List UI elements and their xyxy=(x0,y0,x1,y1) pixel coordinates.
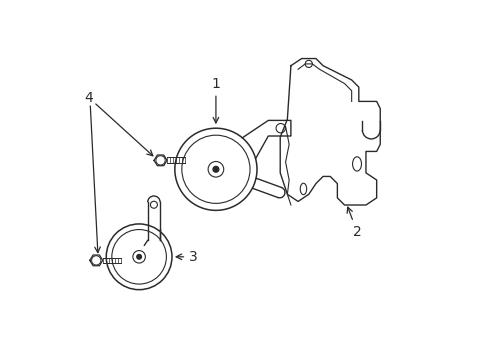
Text: 4: 4 xyxy=(84,91,93,105)
Circle shape xyxy=(213,166,218,172)
Text: 2: 2 xyxy=(346,207,361,239)
Circle shape xyxy=(106,224,172,290)
Circle shape xyxy=(137,255,141,259)
Text: 3: 3 xyxy=(176,250,198,264)
Circle shape xyxy=(175,128,257,210)
Text: 1: 1 xyxy=(211,77,220,123)
